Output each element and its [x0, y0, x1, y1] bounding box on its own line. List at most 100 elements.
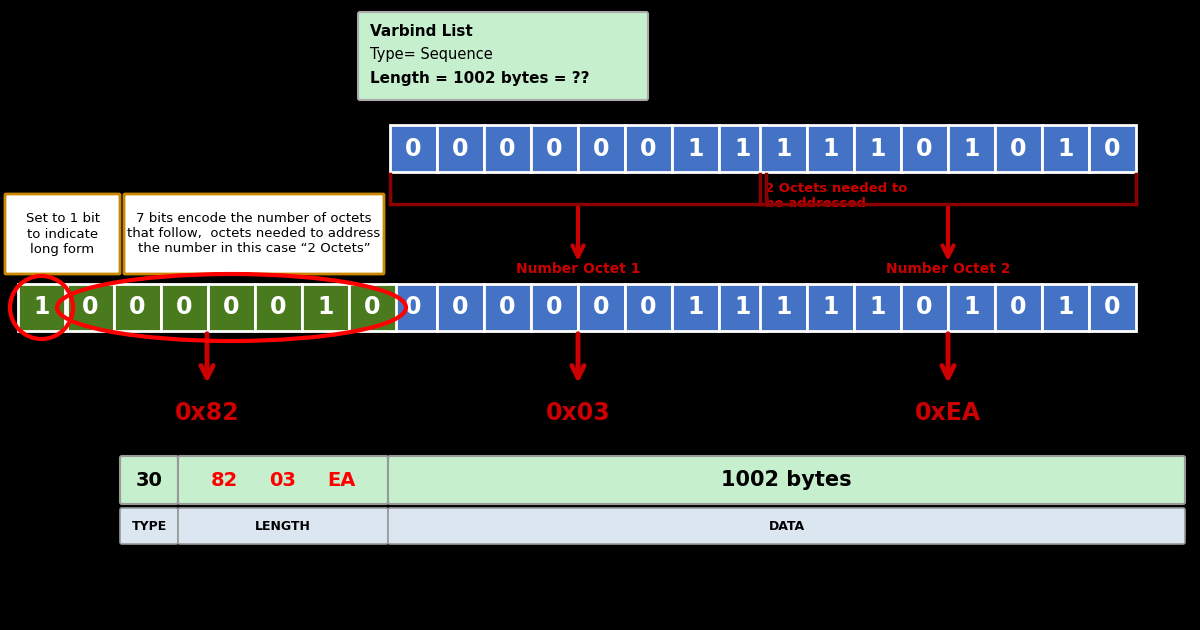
Bar	[208, 284, 256, 331]
Text: 1002 bytes: 1002 bytes	[721, 470, 852, 490]
Text: 0: 0	[499, 295, 516, 319]
Bar	[808, 284, 854, 331]
Bar	[437, 284, 484, 331]
Bar	[948, 284, 995, 331]
FancyBboxPatch shape	[358, 12, 648, 100]
Text: 0: 0	[130, 295, 145, 319]
Text: 1: 1	[1057, 295, 1074, 319]
Text: 0: 0	[546, 137, 563, 161]
Bar	[114, 284, 161, 331]
Text: 1: 1	[317, 295, 334, 319]
Text: 1: 1	[869, 295, 886, 319]
Text: Number Octet 2: Number Octet 2	[886, 262, 1010, 276]
FancyBboxPatch shape	[5, 194, 120, 274]
Text: 0: 0	[1104, 137, 1121, 161]
Bar	[948, 125, 995, 172]
Text: 82: 82	[210, 471, 238, 490]
Text: 1: 1	[822, 137, 839, 161]
Bar	[672, 125, 719, 172]
Text: 1: 1	[734, 137, 751, 161]
Bar	[719, 284, 766, 331]
Bar	[808, 125, 854, 172]
Text: 1: 1	[822, 295, 839, 319]
Text: 1: 1	[688, 137, 703, 161]
Text: 1: 1	[775, 137, 792, 161]
Text: 0: 0	[593, 295, 610, 319]
Bar	[1042, 284, 1090, 331]
Text: 2 Octets needed to
be addressed: 2 Octets needed to be addressed	[766, 182, 907, 210]
Text: 0: 0	[406, 295, 421, 319]
Text: 1: 1	[688, 295, 703, 319]
Bar	[578, 125, 625, 172]
Bar	[995, 125, 1042, 172]
FancyBboxPatch shape	[388, 456, 1186, 504]
Bar	[901, 284, 948, 331]
Text: 0: 0	[452, 137, 469, 161]
Text: Type= Sequence: Type= Sequence	[370, 47, 493, 62]
Text: TYPE: TYPE	[131, 520, 167, 532]
Text: DATA: DATA	[768, 520, 804, 532]
Bar	[484, 284, 530, 331]
Bar	[1042, 125, 1090, 172]
Bar	[530, 125, 578, 172]
Text: 0: 0	[365, 295, 380, 319]
Bar	[760, 125, 808, 172]
Text: 0xEA: 0xEA	[914, 401, 982, 425]
Text: 0: 0	[546, 295, 563, 319]
Text: 0: 0	[270, 295, 287, 319]
Bar	[625, 125, 672, 172]
FancyBboxPatch shape	[178, 456, 388, 504]
Text: 03: 03	[270, 471, 296, 490]
Bar	[672, 284, 719, 331]
Text: 0: 0	[641, 295, 656, 319]
Bar	[18, 284, 65, 331]
Bar	[390, 125, 437, 172]
FancyBboxPatch shape	[120, 456, 178, 504]
FancyBboxPatch shape	[124, 194, 384, 274]
Bar	[349, 284, 396, 331]
Bar	[1090, 125, 1136, 172]
Bar	[854, 284, 901, 331]
Bar	[760, 284, 808, 331]
Text: 1: 1	[734, 295, 751, 319]
Text: 0: 0	[917, 137, 932, 161]
Text: 0: 0	[452, 295, 469, 319]
Bar	[256, 284, 302, 331]
Text: 7 bits encode the number of octets
that follow,  octets needed to address
the nu: 7 bits encode the number of octets that …	[127, 212, 380, 256]
Bar	[67, 284, 114, 331]
Bar	[854, 125, 901, 172]
Text: 1: 1	[964, 137, 979, 161]
Text: Set to 1 bit
to indicate
long form: Set to 1 bit to indicate long form	[25, 212, 100, 256]
Bar	[437, 125, 484, 172]
Text: Varbind List: Varbind List	[370, 25, 473, 40]
Text: 1: 1	[869, 137, 886, 161]
Text: EA: EA	[328, 471, 356, 490]
Text: LENGTH: LENGTH	[256, 520, 311, 532]
Text: 0: 0	[406, 137, 421, 161]
Text: 0: 0	[917, 295, 932, 319]
Text: 0: 0	[593, 137, 610, 161]
Text: 0: 0	[1010, 295, 1027, 319]
Bar	[530, 284, 578, 331]
Text: Length = 1002 bytes = ??: Length = 1002 bytes = ??	[370, 71, 589, 86]
Text: 30: 30	[136, 471, 162, 490]
Text: 0: 0	[176, 295, 193, 319]
Bar	[995, 284, 1042, 331]
Text: 1: 1	[34, 295, 49, 319]
Bar	[161, 284, 208, 331]
Text: 0x03: 0x03	[546, 401, 611, 425]
Text: 0: 0	[499, 137, 516, 161]
Text: 1: 1	[964, 295, 979, 319]
Bar	[390, 284, 437, 331]
Text: 0: 0	[1010, 137, 1027, 161]
Bar	[484, 125, 530, 172]
Text: 0: 0	[641, 137, 656, 161]
Text: Number Octet 1: Number Octet 1	[516, 262, 641, 276]
Text: 0: 0	[1104, 295, 1121, 319]
Text: 1: 1	[1057, 137, 1074, 161]
Bar	[719, 125, 766, 172]
Text: 0x82: 0x82	[175, 401, 239, 425]
FancyBboxPatch shape	[120, 508, 178, 544]
Text: 0: 0	[83, 295, 98, 319]
Bar	[302, 284, 349, 331]
